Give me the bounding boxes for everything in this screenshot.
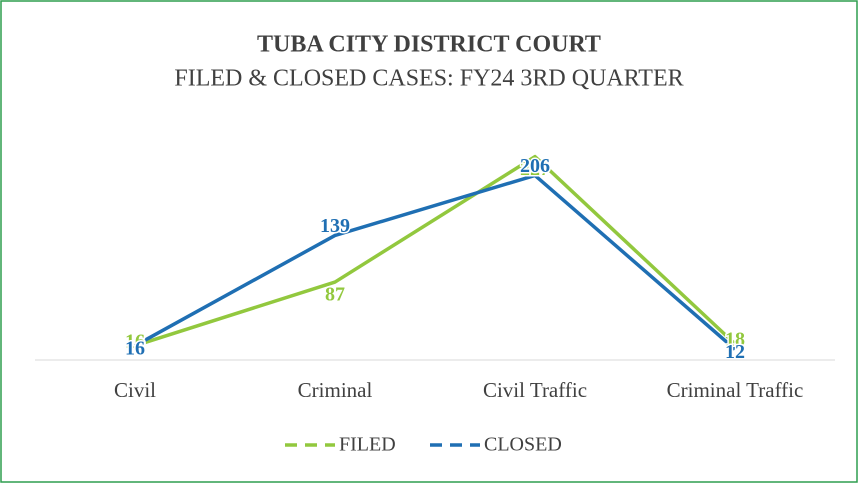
data-label: 139 <box>320 215 350 237</box>
data-label: 16 <box>125 330 145 352</box>
chart-subtitle: FILED & CLOSED CASES: FY24 3RD QUARTER <box>174 66 683 92</box>
x-tick-label: Criminal <box>298 378 373 402</box>
series-line <box>134 154 737 348</box>
data-label: 18 <box>725 328 745 350</box>
x-tick-label: Civil Traffic <box>483 378 587 402</box>
chart-title: TUBA CITY DISTRICT COURT <box>257 32 601 58</box>
legend-label: FILED <box>339 434 396 456</box>
legend-label: CLOSED <box>484 434 562 456</box>
x-tick-label: Civil <box>114 378 156 402</box>
x-tick-label: Criminal Traffic <box>667 378 804 402</box>
data-label: 206 <box>520 155 550 177</box>
data-label: 12 <box>725 341 745 363</box>
data-label: 227 <box>520 158 550 180</box>
series-line <box>134 173 737 351</box>
data-label: 16 <box>125 337 145 359</box>
data-label: 87 <box>325 284 345 306</box>
